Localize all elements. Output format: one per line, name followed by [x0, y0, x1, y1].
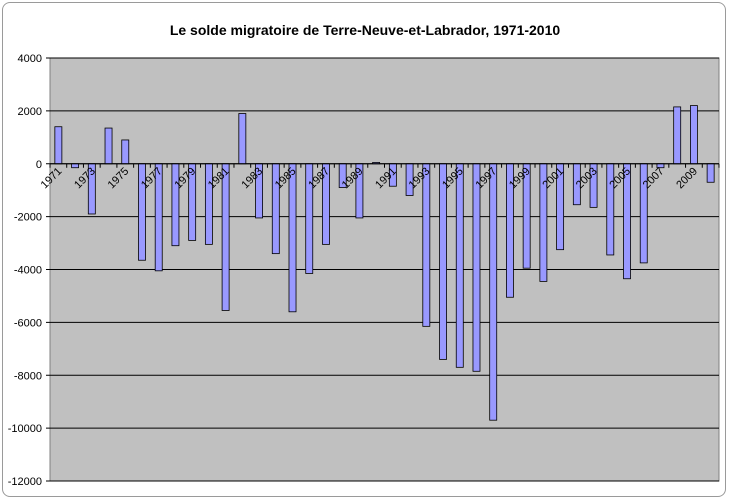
y-tick-label: 4000: [18, 53, 42, 65]
bar-1981: [221, 163, 230, 311]
y-tick-label: -6000: [14, 317, 42, 329]
y-tick-label: 2000: [18, 106, 42, 118]
bar-2008: [673, 106, 682, 165]
bar-1996: [472, 163, 481, 372]
bar-1997: [489, 163, 498, 421]
bar-1974: [104, 127, 113, 165]
y-tick-label: -2000: [14, 212, 42, 224]
bar-1972: [71, 163, 79, 169]
bar-2010: [706, 163, 715, 183]
chart-title: Le solde migratoire de Terre-Neuve-et-La…: [169, 22, 561, 38]
bar-1975: [121, 139, 130, 165]
y-tick-label: -12000: [8, 476, 42, 488]
bars: [54, 105, 715, 421]
y-tick-label: -10000: [8, 423, 42, 435]
bar-2009: [690, 105, 698, 165]
bar-1982: [238, 113, 247, 165]
bar-1994: [439, 163, 447, 360]
bar-1971: [54, 126, 63, 165]
bar-1995: [455, 163, 464, 368]
y-tick-label: -8000: [14, 370, 42, 382]
y-tick-label: -4000: [14, 265, 42, 277]
bar-1980: [204, 163, 213, 245]
bar-1993: [422, 163, 431, 327]
bar-1985: [288, 163, 297, 313]
y-tick-label: 0: [36, 159, 42, 171]
y-axis-ticks: 4000 2000 0 -2000 -4000 -6000 -8000 -10000 -1200…: [8, 53, 50, 488]
